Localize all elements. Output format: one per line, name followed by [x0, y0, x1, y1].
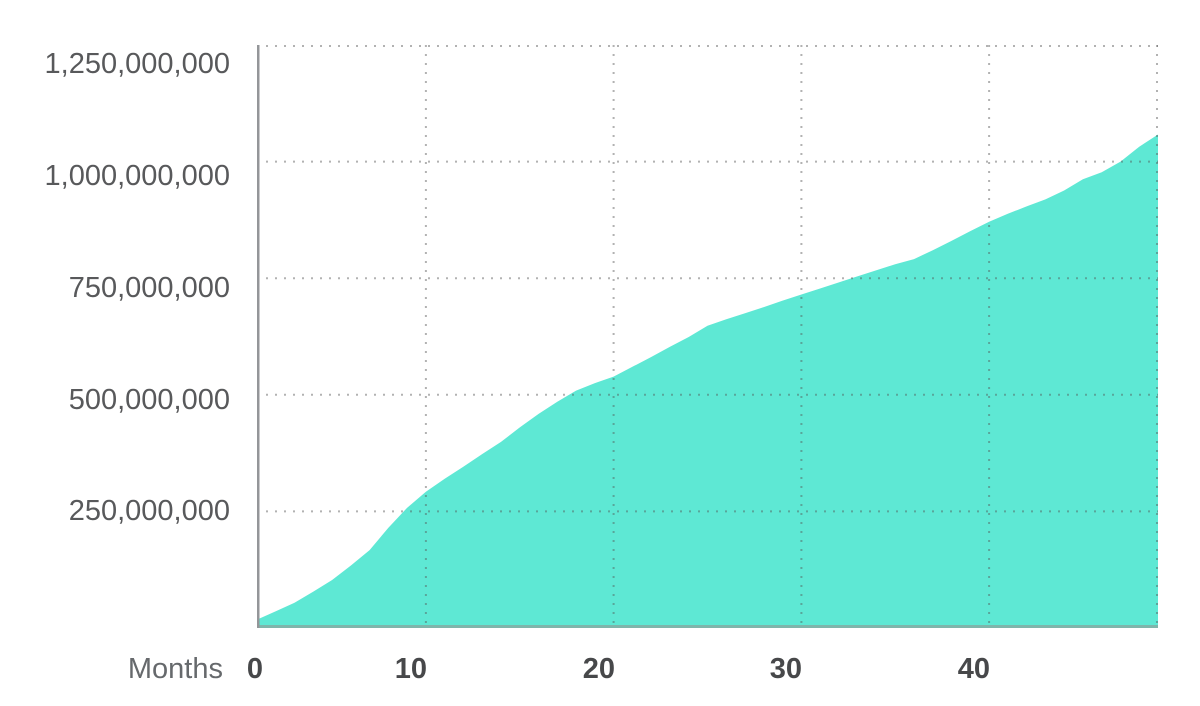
- y-tick-label: 750,000,000: [68, 272, 230, 304]
- x-tick-label: 10: [394, 653, 427, 685]
- y-tick-label: 1,000,000,000: [44, 160, 230, 192]
- x-tick-label: 20: [582, 653, 615, 685]
- y-tick-label: 500,000,000: [68, 384, 230, 416]
- y-tick-label: 250,000,000: [68, 495, 230, 527]
- x-tick-label: 40: [957, 653, 990, 685]
- x-tick-label: 0: [246, 653, 263, 685]
- area-series-fill: [257, 134, 1158, 628]
- plot-area: [257, 45, 1158, 628]
- x-axis-title: Months: [127, 653, 223, 685]
- area-series-svg: [257, 45, 1158, 628]
- y-tick-label: 1,250,000,000: [44, 48, 230, 80]
- x-tick-label: 30: [769, 653, 802, 685]
